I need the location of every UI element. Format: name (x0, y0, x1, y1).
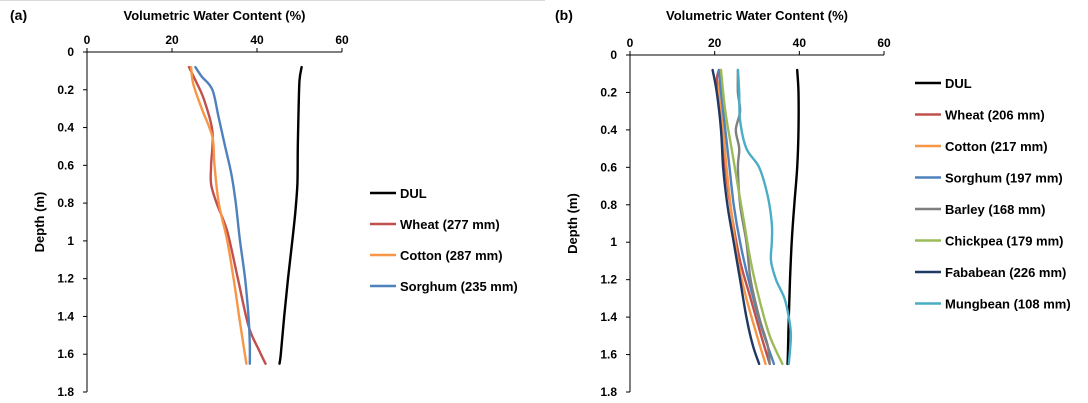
panel-label-a: (a) (10, 7, 27, 23)
y-tick-label-b: 1 (610, 235, 617, 249)
x-tick-label-b: 40 (793, 36, 807, 50)
y-tick-label-b: 0.6 (600, 160, 617, 174)
series-line-b-cotton (717, 68, 767, 366)
series-line-a-sorghum (194, 65, 252, 365)
y-tick-label-a: 1.6 (57, 347, 74, 361)
legend-label-b-barley: Barley (168 mm) (945, 202, 1045, 217)
x-tick-label-b: 0 (627, 36, 634, 50)
chart-a-svg: (a) Volumetric Water Content (%) Depth (m)… (10, 7, 518, 399)
series-line-a-wheat (187, 65, 267, 365)
y-tick-label-a: 0.2 (57, 83, 74, 97)
y-tick-label-b: 0.8 (600, 198, 617, 212)
series-line-a-dul (278, 65, 303, 365)
legend-label-a-sorghum: Sorghum (235 mm) (400, 279, 518, 294)
panel-label-b: (b) (555, 7, 573, 23)
legend-label-a-wheat: Wheat (277 mm) (400, 217, 500, 232)
y-tick-label-b: 1.8 (600, 385, 617, 399)
x-tick-label-b: 60 (877, 36, 891, 50)
series-line-b-mungbean (736, 68, 793, 366)
legend-label-b-chickpea: Chickpea (179 mm) (945, 234, 1064, 249)
series-line-b-fababean (711, 68, 761, 366)
chart-panel-a: (a) Volumetric Water Content (%) Depth (m)… (10, 7, 518, 399)
chart-b-svg: (b) Volumetric Water Content (%) Depth (m)… (555, 7, 1071, 399)
y-tick-label-b: 1.6 (600, 348, 617, 362)
x-tick-label-b: 20 (708, 36, 722, 50)
top-border-line (0, 0, 545, 1)
y-tick-label-b: 1.4 (600, 310, 617, 324)
y-tick-label-a: 1.4 (57, 309, 74, 323)
legend-label-b-wheat: Wheat (206 mm) (945, 108, 1045, 123)
series-line-a-cotton (189, 65, 248, 365)
y-tick-label-a: 0.6 (57, 158, 74, 172)
y-tick-label-b: 1.2 (600, 273, 617, 287)
x-axis-title-a: Volumetric Water Content (%) (123, 8, 305, 23)
y-axis-title-a: Depth (m) (32, 192, 47, 253)
series-line-b-chickpea (719, 68, 784, 366)
legend-label-b-mungbean: Mungbean (108 mm) (945, 297, 1071, 312)
chart-panel-b: (b) Volumetric Water Content (%) Depth (m)… (545, 0, 1088, 403)
legend-label-b-cotton: Cotton (217 mm) (945, 139, 1048, 154)
legend-label-b-fababean: Fababean (226 mm) (945, 265, 1066, 280)
y-tick-label-b: 0.4 (600, 123, 617, 137)
legend-label-b-dul: DUL (945, 76, 972, 91)
y-tick-label-a: 0 (67, 45, 74, 59)
y-tick-label-b: 0 (610, 48, 617, 62)
y-tick-label-a: 0.4 (57, 121, 74, 135)
x-tick-label-a: 40 (250, 33, 264, 47)
x-axis-title-b: Volumetric Water Content (%) (666, 8, 848, 23)
legend-label-a-dul: DUL (400, 186, 427, 201)
y-tick-label-a: 1.8 (57, 385, 74, 399)
y-tick-label-a: 1.2 (57, 272, 74, 286)
y-tick-label-a: 0.8 (57, 196, 74, 210)
legend-label-b-sorghum: Sorghum (197 mm) (945, 171, 1063, 186)
x-tick-label-a: 60 (335, 33, 349, 47)
x-tick-label-a: 20 (165, 33, 179, 47)
y-tick-label-a: 1 (67, 234, 74, 248)
y-axis-title-b: Depth (m) (565, 193, 580, 254)
legend-label-a-cotton: Cotton (287 mm) (400, 248, 503, 263)
series-line-b-dul (786, 68, 800, 366)
x-tick-label-a: 0 (84, 33, 91, 47)
y-tick-label-b: 0.2 (600, 85, 617, 99)
